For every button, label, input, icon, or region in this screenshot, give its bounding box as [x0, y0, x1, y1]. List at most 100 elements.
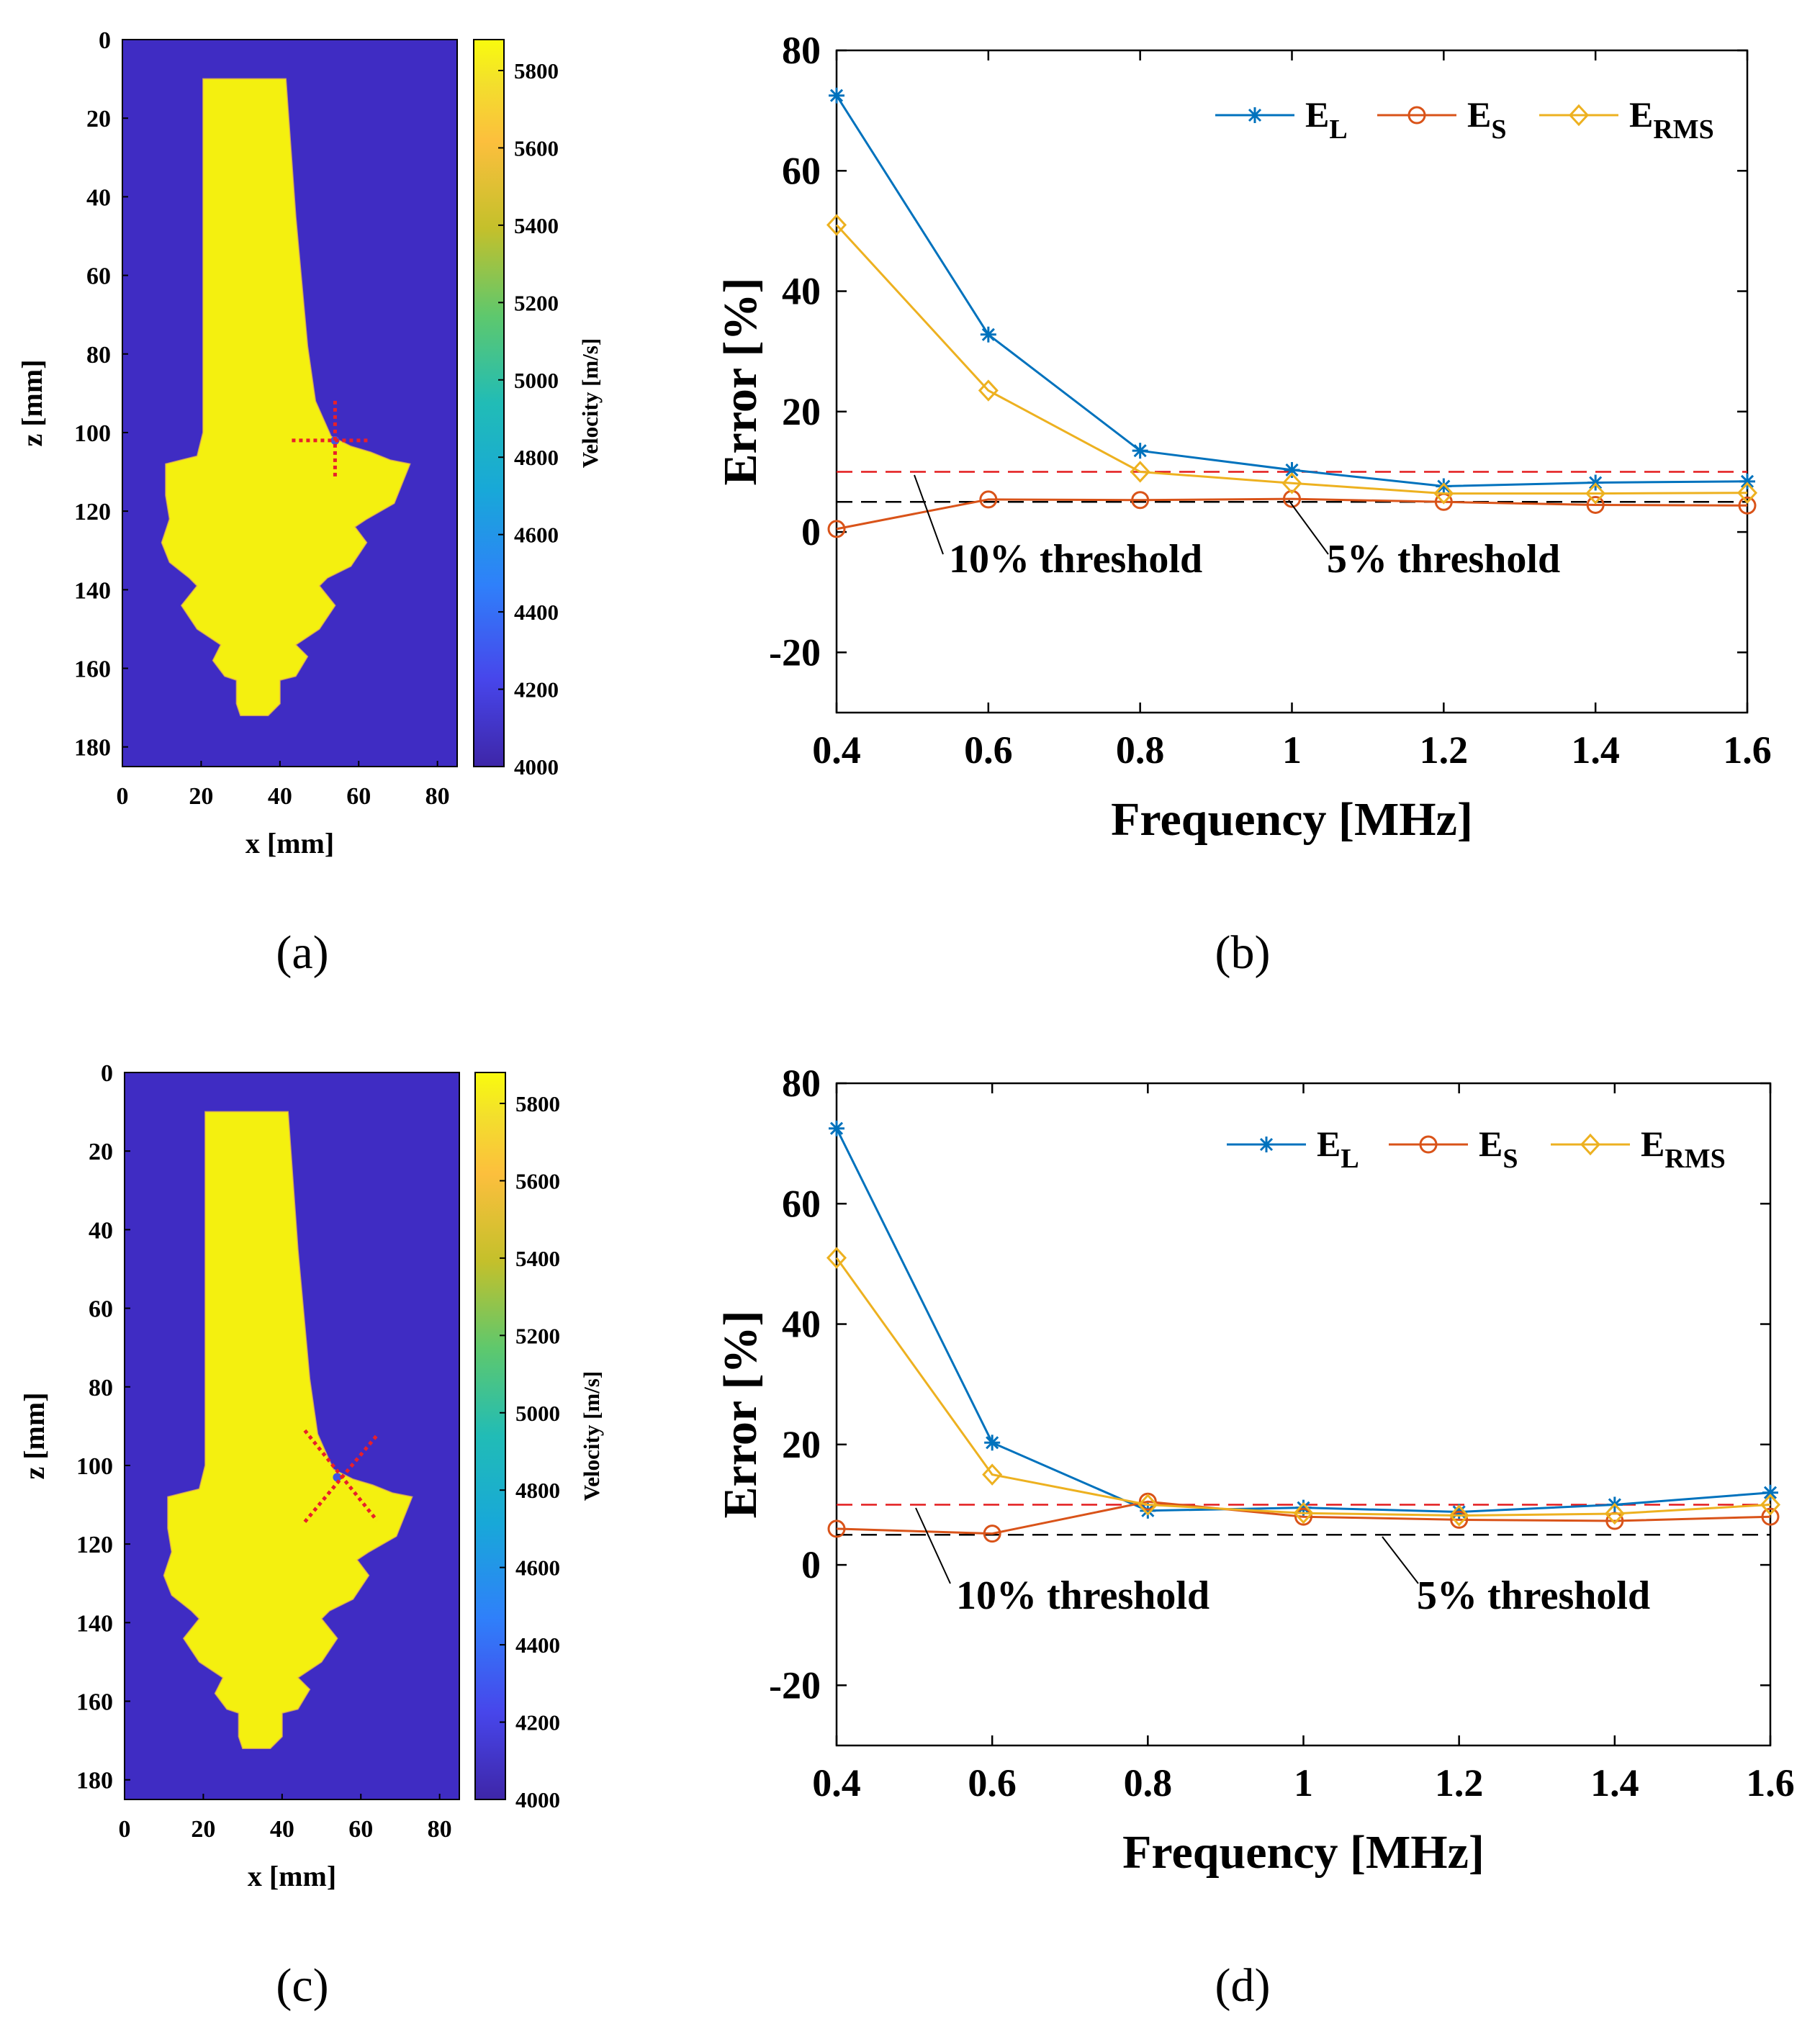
legend-entry-L: EL: [1305, 94, 1348, 145]
legend-entry-subscript: S: [1503, 1144, 1518, 1174]
x-tick-label: 60: [346, 783, 371, 810]
colorbar-tick-label: 5200: [514, 290, 559, 315]
data-point-S: [983, 1525, 1001, 1543]
y-tick-label: 20: [89, 1139, 113, 1165]
colorbar-tick-label: 5000: [514, 368, 559, 393]
colorbar-tick-label: 5600: [514, 135, 559, 161]
x-axis-label: Frequency [MHz]: [1122, 1826, 1485, 1879]
legend-entry-RMS: ERMS: [1641, 1124, 1726, 1174]
series-line-S: [836, 1500, 1771, 1535]
x-tick-label: 0.6: [964, 728, 1013, 772]
x-tick-label: 0: [117, 783, 129, 810]
data-point-RMS: [826, 1247, 847, 1269]
annotation-pointer: [1382, 1536, 1419, 1584]
series-line-S: [836, 497, 1748, 530]
asterisk-stroke: [986, 1436, 999, 1450]
data-point-RMS: [1604, 1502, 1625, 1525]
x-tick-label: 40: [270, 1816, 294, 1843]
x-tick-label: 80: [425, 783, 450, 810]
asterisk-stroke: [829, 1121, 844, 1135]
data-point-L: [1762, 1484, 1778, 1501]
x-tick-label: 20: [191, 1816, 215, 1843]
data-point-RMS: [1736, 482, 1758, 504]
colorbar-tick-label: 5400: [514, 213, 559, 238]
y-tick-label: 60: [86, 263, 111, 290]
y-tick-label: 80: [86, 342, 111, 369]
annotation-pointer: [914, 474, 944, 555]
y-tick-label: 160: [74, 656, 111, 683]
legend-marker-S: [1407, 106, 1426, 125]
data-point-L: [829, 1120, 844, 1137]
data-point-L: [829, 87, 844, 104]
heatmap-panel-a: 0 20 40 60 80 0 20 40 60 80 100 120 140 160 180 x [mm] z…: [16, 27, 603, 979]
data-point-RMS: [1281, 472, 1302, 494]
y-tick-label: 100: [76, 1453, 113, 1480]
y-tick-label: 60: [782, 1182, 821, 1225]
y-tick-label: 40: [782, 1303, 821, 1346]
y-tick-label: 60: [89, 1296, 113, 1323]
data-point-S: [1450, 1510, 1469, 1529]
y-tick-label: 80: [782, 29, 821, 72]
data-point-L: [1284, 461, 1300, 478]
y-axis-label: Error [%]: [714, 278, 767, 486]
x-tick-label: 1.6: [1746, 1761, 1795, 1805]
y-tick-label: -20: [769, 1663, 821, 1707]
legend-entry-main: E: [1467, 94, 1491, 135]
asterisk-stroke: [829, 89, 844, 102]
data-point-RMS: [978, 379, 999, 402]
x-tick-label: 1.4: [1590, 1761, 1639, 1805]
x-tick-label: 0.8: [1124, 1761, 1173, 1805]
legend-entry-L: EL: [1317, 1124, 1359, 1174]
panel-caption: (c): [276, 1959, 328, 2012]
panel-caption: (a): [276, 926, 328, 979]
data-point-S: [1586, 495, 1605, 514]
y-tick-label: 180: [76, 1768, 113, 1794]
asterisk-stroke: [1285, 463, 1299, 477]
y-axis-label: z [mm]: [18, 1392, 50, 1479]
threshold-annotation: 10% threshold: [956, 1573, 1209, 1618]
x-tick-label: 0.6: [968, 1761, 1017, 1805]
data-point-RMS: [1585, 482, 1606, 505]
y-tick-label: 140: [74, 577, 111, 604]
y-tick-label: 140: [76, 1610, 113, 1637]
x-axis-label: x [mm]: [248, 1860, 336, 1892]
y-tick-label: 0: [801, 1543, 821, 1586]
data-point-S: [1283, 489, 1301, 508]
asterisk-stroke: [1133, 444, 1147, 458]
panel-caption: (b): [1215, 926, 1271, 979]
colorbar-tick-label: 5200: [515, 1323, 560, 1348]
legend-entry-main: E: [1317, 1124, 1341, 1164]
threshold-annotation: 5% threshold: [1417, 1573, 1650, 1618]
colorbar-tick-label: 5800: [515, 1091, 560, 1116]
legend-entry-main: E: [1305, 94, 1329, 135]
data-point-RMS: [1293, 1501, 1314, 1525]
colorbar-tick-label: 4000: [515, 1787, 560, 1812]
y-axis-label: Error [%]: [714, 1311, 767, 1519]
asterisk-stroke: [1437, 479, 1451, 493]
legend-entry-RMS: ERMS: [1629, 94, 1714, 145]
data-point-RMS: [982, 1463, 1003, 1486]
y-tick-label: -20: [769, 631, 821, 674]
data-point-RMS: [1449, 1504, 1469, 1527]
colorbar-tick-label: 4600: [514, 523, 559, 548]
data-point-RMS: [1130, 461, 1150, 483]
colorbar-label: Velocity [m/s]: [579, 1371, 604, 1501]
legend-entry-main: E: [1641, 1124, 1664, 1164]
asterisk-stroke: [1259, 1137, 1274, 1152]
x-tick-label: 40: [268, 783, 292, 810]
blade-edge: [161, 78, 411, 716]
asterisk-stroke: [1297, 1501, 1310, 1514]
colorbar-tick-label: 4000: [514, 754, 559, 780]
colorbar-tick-label: 4200: [515, 1710, 560, 1735]
series-line-RMS: [835, 224, 1748, 495]
asterisk-stroke: [1248, 108, 1262, 122]
legend-marker-L: [1258, 1137, 1274, 1152]
y-tick-label: 180: [74, 735, 111, 762]
colorbar-label: Velocity [m/s]: [577, 338, 603, 469]
y-axis-label: z [mm]: [16, 359, 48, 446]
blade-region: [161, 78, 410, 716]
legend-marker-S: [1419, 1135, 1438, 1154]
data-point-S: [827, 520, 846, 538]
colorbar-tick-label: 5800: [514, 58, 559, 83]
